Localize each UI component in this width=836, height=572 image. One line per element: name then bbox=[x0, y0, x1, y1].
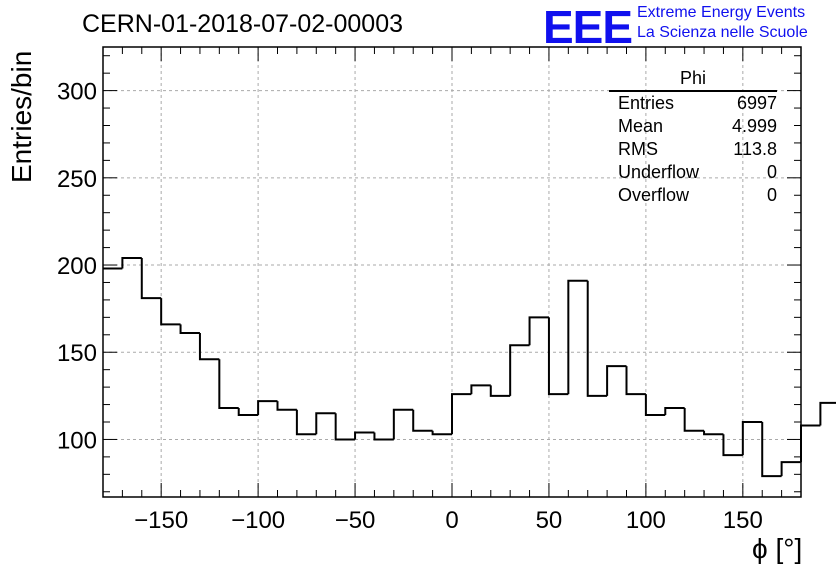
histogram-bin bbox=[800, 424, 821, 463]
histogram-bin bbox=[470, 384, 491, 395]
stats-row: Underflow 0 bbox=[609, 161, 777, 184]
histogram-bin bbox=[257, 400, 278, 416]
y-axis-label: Entries/bin bbox=[6, 50, 37, 183]
histogram-bin bbox=[451, 393, 472, 435]
y-tick-label: 250 bbox=[57, 166, 97, 193]
histogram-bin bbox=[218, 359, 239, 410]
stats-value: 113.8 bbox=[733, 139, 777, 159]
x-tick-label: 0 bbox=[445, 507, 458, 534]
stats-row: Overflow 0 bbox=[609, 184, 777, 207]
x-tick-label: 100 bbox=[626, 507, 666, 534]
histogram-bin bbox=[237, 408, 259, 417]
eee-logo: EEE bbox=[543, 1, 633, 53]
x-axis-label: ϕ [°] bbox=[752, 533, 803, 564]
histogram-bin bbox=[489, 385, 511, 397]
histogram-bin bbox=[160, 298, 181, 326]
histogram-bin bbox=[412, 409, 433, 432]
histogram-bin bbox=[567, 279, 588, 395]
stats-box: Phi Entries 6997 Mean 4.999 RMS 113.8 Un… bbox=[609, 68, 777, 207]
histogram-bin bbox=[392, 408, 414, 440]
histogram-bin bbox=[295, 409, 317, 436]
logo-line-2: La Scienza nelle Scuole bbox=[637, 24, 808, 41]
histogram-bin bbox=[664, 407, 685, 416]
histogram-bin bbox=[431, 430, 452, 436]
histogram-bin bbox=[547, 317, 569, 396]
histogram-bin bbox=[683, 408, 705, 432]
histogram-bin bbox=[644, 394, 666, 417]
stats-value: 0 bbox=[766, 185, 777, 205]
stats-value: 4.999 bbox=[731, 116, 777, 136]
stats-label: Entries bbox=[618, 93, 675, 113]
y-tick-label: 150 bbox=[57, 340, 97, 367]
histogram-bin bbox=[741, 421, 763, 456]
x-tick-label: −150 bbox=[134, 507, 188, 534]
x-tick-label: 150 bbox=[723, 507, 763, 534]
x-tick-label: −50 bbox=[335, 507, 376, 534]
stats-row: RMS 113.8 bbox=[609, 138, 777, 161]
histogram-bin bbox=[528, 316, 549, 346]
histogram-bin bbox=[703, 430, 724, 436]
stats-label: Mean bbox=[618, 116, 664, 136]
histogram-bin bbox=[121, 257, 142, 269]
stats-row: Mean 4.999 bbox=[609, 115, 777, 138]
histogram-bin bbox=[140, 258, 162, 300]
stats-row: Entries 6997 bbox=[609, 92, 777, 115]
histogram-bin bbox=[354, 431, 375, 440]
histogram-bin bbox=[276, 401, 297, 411]
histogram-bin bbox=[625, 366, 646, 396]
histogram-bin bbox=[509, 344, 530, 396]
histogram-bin bbox=[586, 280, 608, 397]
stats-value: 0 bbox=[766, 162, 777, 182]
histogram-bin bbox=[722, 434, 743, 457]
histogram-bin bbox=[179, 324, 200, 335]
y-tick-label: 200 bbox=[57, 253, 97, 280]
histogram-bin bbox=[373, 432, 394, 441]
stats-label: Underflow bbox=[618, 162, 700, 182]
histogram-bin bbox=[819, 401, 836, 426]
y-tick-label: 300 bbox=[57, 79, 97, 106]
histogram-bin bbox=[761, 422, 782, 478]
stats-value: 6997 bbox=[736, 93, 777, 113]
run-title: CERN-01-2018-07-02-00003 bbox=[82, 10, 404, 38]
stats-label: Overflow bbox=[618, 185, 690, 205]
histogram-bin bbox=[198, 333, 220, 361]
x-tick-label: 50 bbox=[536, 507, 563, 534]
histogram-bin bbox=[334, 413, 356, 441]
histogram-bin bbox=[780, 461, 801, 477]
stats-label: RMS bbox=[618, 139, 658, 159]
stats-title: Phi bbox=[609, 68, 777, 92]
logo-line-1: Extreme Energy Events bbox=[637, 4, 806, 21]
y-tick-label: 100 bbox=[57, 427, 97, 454]
histogram-bin bbox=[315, 412, 336, 435]
histogram-bin bbox=[606, 365, 627, 396]
x-tick-label: −100 bbox=[231, 507, 285, 534]
